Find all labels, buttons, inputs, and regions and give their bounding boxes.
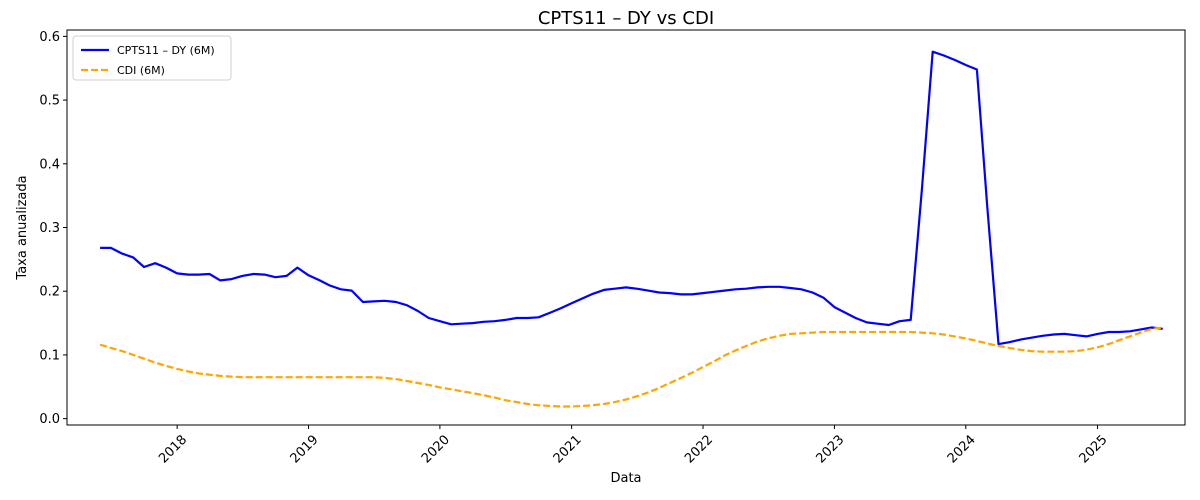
x-tick-label: 2021 bbox=[551, 432, 585, 466]
x-axis-title: Data bbox=[610, 471, 641, 486]
y-tick-label: 0.6 bbox=[39, 30, 60, 45]
y-tick-label: 0.3 bbox=[39, 221, 60, 236]
series-layer bbox=[99, 50, 1163, 408]
series-line-0 bbox=[100, 50, 1163, 346]
x-tick-label: 2022 bbox=[682, 432, 716, 466]
x-axis: 2018 2019 2020 2021 2022 2023 2024 2025 bbox=[156, 425, 1111, 466]
y-axis: 0.0 0.1 0.2 0.3 0.4 0.5 0.6 bbox=[39, 30, 67, 427]
x-tick-label: 2024 bbox=[945, 432, 979, 466]
x-tick-label: 2025 bbox=[1077, 432, 1111, 466]
series-line-1 bbox=[99, 326, 1163, 408]
x-tick-label: 2018 bbox=[156, 432, 190, 466]
y-tick-label: 0.5 bbox=[39, 94, 60, 109]
y-tick-label: 0.0 bbox=[39, 412, 60, 427]
y-axis-title: Taxa anualizada bbox=[15, 175, 30, 280]
legend-label: CDI (6M) bbox=[117, 64, 165, 77]
y-tick-label: 0.2 bbox=[39, 285, 60, 300]
y-tick-label: 0.4 bbox=[39, 157, 60, 172]
y-tick-label: 0.1 bbox=[39, 348, 60, 363]
legend-label: CPTS11 – DY (6M) bbox=[117, 44, 215, 57]
plot-frame bbox=[66, 29, 1186, 426]
x-tick-label: 2023 bbox=[813, 432, 847, 466]
legend: CPTS11 – DY (6M) CDI (6M) bbox=[72, 35, 232, 81]
legend-box bbox=[72, 35, 232, 81]
x-tick-label: 2020 bbox=[419, 432, 453, 466]
x-tick-label: 2019 bbox=[288, 432, 322, 466]
chart-title: CPTS11 – DY vs CDI bbox=[538, 8, 714, 29]
